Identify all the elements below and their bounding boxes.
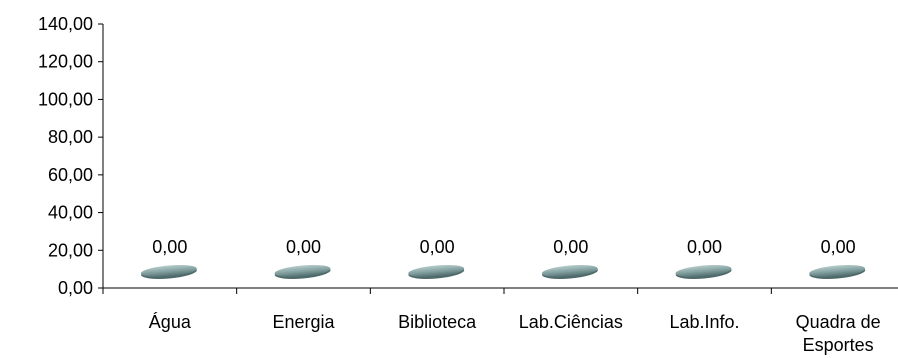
bar — [274, 265, 331, 279]
bar — [675, 265, 732, 279]
category-label: Esportes — [803, 335, 874, 355]
bar — [408, 265, 465, 279]
category-label: Lab.Ciências — [519, 312, 623, 332]
y-tick-label: 60,00 — [48, 165, 93, 185]
data-label: 0,00 — [821, 237, 856, 257]
category-label: Água — [149, 312, 192, 332]
bar — [140, 265, 197, 279]
bar — [809, 265, 866, 279]
category-label: Biblioteca — [398, 312, 477, 332]
y-tick-label: 120,00 — [38, 52, 93, 72]
data-label: 0,00 — [687, 237, 722, 257]
data-label: 0,00 — [152, 237, 187, 257]
data-label: 0,00 — [420, 237, 455, 257]
category-label: Lab.Info. — [669, 312, 739, 332]
y-tick-label: 0,00 — [58, 278, 93, 298]
data-label: 0,00 — [286, 237, 321, 257]
y-tick-label: 20,00 — [48, 240, 93, 260]
category-label: Quadra de — [796, 312, 881, 332]
y-tick-label: 40,00 — [48, 203, 93, 223]
data-label: 0,00 — [553, 237, 588, 257]
category-label: Energia — [272, 312, 335, 332]
y-tick-label: 80,00 — [48, 127, 93, 147]
bar — [541, 265, 598, 279]
y-tick-label: 140,00 — [38, 14, 93, 34]
y-tick-label: 100,00 — [38, 89, 93, 109]
